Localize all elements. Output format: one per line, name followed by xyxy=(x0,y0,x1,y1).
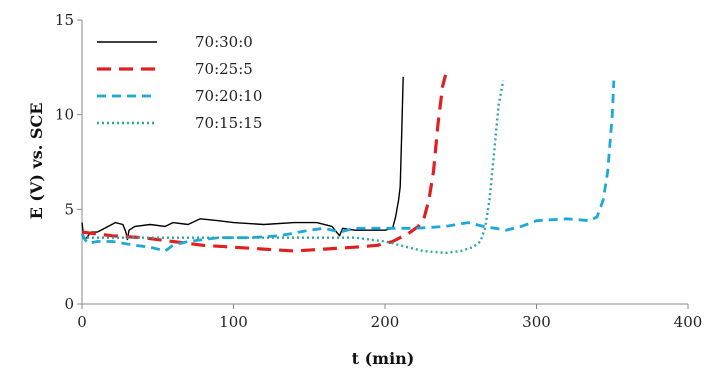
series-line-4 xyxy=(82,80,505,255)
y-tick-label: 15 xyxy=(55,11,74,29)
y-tick-label: 10 xyxy=(55,106,74,124)
x-tick-label: 300 xyxy=(522,313,551,331)
legend-label-4: 70:15:15 xyxy=(195,114,262,132)
x-tick-label: 200 xyxy=(371,313,400,331)
series-line-3 xyxy=(80,80,616,253)
x-tick-label: 400 xyxy=(674,313,703,331)
x-tick-label: 0 xyxy=(77,313,87,331)
series-line-2 xyxy=(81,74,448,253)
x-axis-label: t (min) xyxy=(352,349,415,368)
legend-label-2: 70:25:5 xyxy=(195,60,253,78)
y-axis-label: E (V) vs. SCE xyxy=(27,103,46,220)
axes: 0 5 10 15 0 100 200 300 400 xyxy=(55,11,702,331)
x-tick-label: 100 xyxy=(219,313,248,331)
series-layer xyxy=(80,74,616,255)
legend-label-3: 70:20:10 xyxy=(195,87,262,105)
y-tick-label: 5 xyxy=(64,200,74,218)
legend: 70:30:0 70:25:5 70:20:10 70:15:15 xyxy=(97,33,262,132)
legend-label-1: 70:30:0 xyxy=(195,33,253,51)
y-tick-label: 0 xyxy=(64,295,74,313)
